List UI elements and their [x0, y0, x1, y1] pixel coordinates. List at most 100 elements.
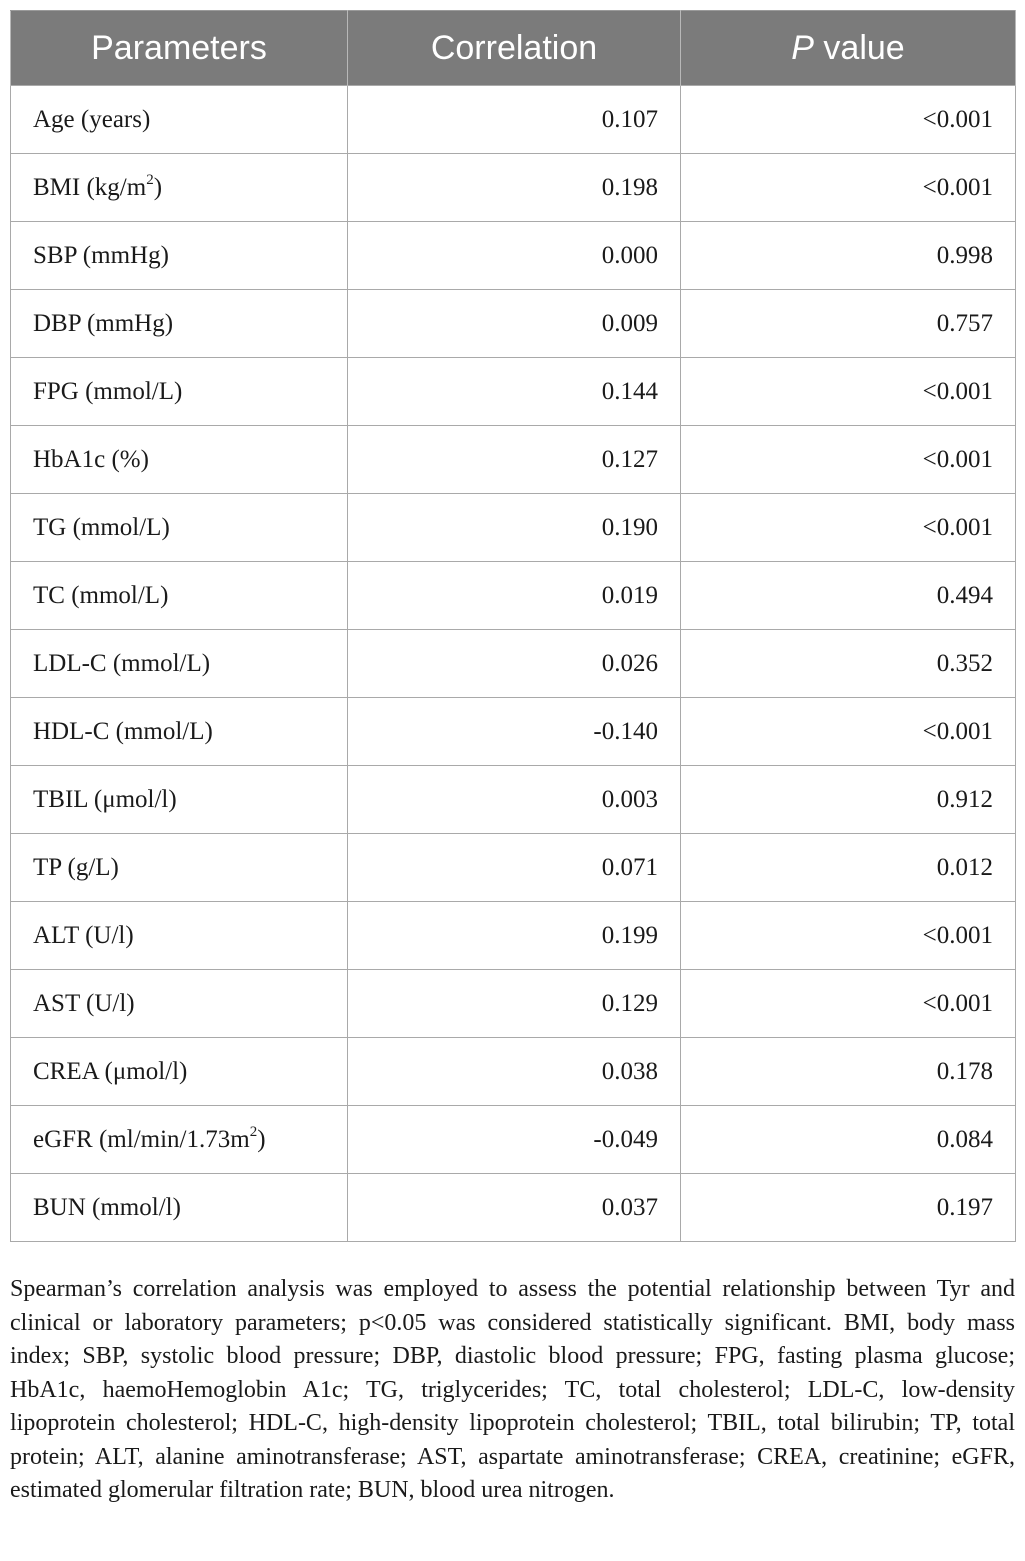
parameter-cell: HDL-C (mmol/L): [10, 697, 348, 766]
parameter-cell: LDL-C (mmol/L): [10, 629, 348, 698]
correlation-cell: 0.198: [347, 153, 681, 222]
correlation-cell: 0.107: [347, 85, 681, 154]
correlation-cell: 0.009: [347, 289, 681, 358]
parameter-label: FPG (mmol/L): [33, 377, 183, 405]
correlation-cell: 0.190: [347, 493, 681, 562]
parameter-cell: FPG (mmol/L): [10, 357, 348, 426]
p-value-cell: <0.001: [680, 357, 1016, 426]
p-value-cell: 0.912: [680, 765, 1016, 834]
header-parameters: Parameters: [10, 10, 348, 86]
table-row: TC (mmol/L) 0.019 0.494: [10, 561, 1016, 630]
table-body: Age (years) 0.107 <0.001 BMI (kg/m2) 0.198 <0…: [10, 85, 1016, 1242]
parameter-cell: SBP (mmHg): [10, 221, 348, 290]
p-value-cell: 0.084: [680, 1105, 1016, 1174]
parameter-cell: AST (U/l): [10, 969, 348, 1038]
parameter-cell: TC (mmol/L): [10, 561, 348, 630]
table-row: AST (U/l) 0.129 <0.001: [10, 969, 1016, 1038]
table-row: FPG (mmol/L) 0.144 <0.001: [10, 357, 1016, 426]
p-value-cell: 0.998: [680, 221, 1016, 290]
correlation-cell: -0.049: [347, 1105, 681, 1174]
p-value-cell: <0.001: [680, 425, 1016, 494]
parameter-cell: BUN (mmol/l): [10, 1173, 348, 1242]
table-row: HbA1c (%) 0.127 <0.001: [10, 425, 1016, 494]
parameter-cell: BMI (kg/m2): [10, 153, 348, 222]
correlation-cell: 0.199: [347, 901, 681, 970]
parameter-label: BUN (mmol/l): [33, 1193, 181, 1221]
correlation-cell: 0.144: [347, 357, 681, 426]
parameter-label: CREA (μmol/l): [33, 1057, 188, 1085]
p-value-cell: <0.001: [680, 493, 1016, 562]
table-row: SBP (mmHg) 0.000 0.998: [10, 221, 1016, 290]
parameter-label: ALT (U/l): [33, 921, 134, 949]
parameter-label: LDL-C (mmol/L): [33, 649, 211, 677]
parameter-label: HbA1c (%): [33, 445, 149, 473]
p-value-cell: <0.001: [680, 85, 1016, 154]
correlation-cell: 0.003: [347, 765, 681, 834]
parameter-superscript: 2: [249, 1123, 258, 1140]
p-value-cell: <0.001: [680, 697, 1016, 766]
parameter-label: DBP (mmHg): [33, 309, 174, 337]
header-row: Parameters Correlation P value: [10, 10, 1016, 86]
header-p-rest: value: [813, 28, 905, 67]
header-correlation: Correlation: [347, 10, 681, 86]
parameter-label: HDL-C (mmol/L): [33, 717, 213, 745]
table-row: ALT (U/l) 0.199 <0.001: [10, 901, 1016, 970]
table-row: BMI (kg/m2) 0.198 <0.001: [10, 153, 1016, 222]
parameter-cell: ALT (U/l): [10, 901, 348, 970]
parameter-cell: TP (g/L): [10, 833, 348, 902]
p-value-cell: 0.352: [680, 629, 1016, 698]
table-row: BUN (mmol/l) 0.037 0.197: [10, 1173, 1016, 1242]
parameter-label-tail: ): [153, 173, 163, 201]
p-value-cell: <0.001: [680, 969, 1016, 1038]
table-row: TBIL (μmol/l) 0.003 0.912: [10, 765, 1016, 834]
table-row: TP (g/L) 0.071 0.012: [10, 833, 1016, 902]
correlation-cell: 0.019: [347, 561, 681, 630]
correlation-cell: -0.140: [347, 697, 681, 766]
parameter-label-tail: ): [257, 1125, 266, 1153]
header-p-value: P value: [680, 10, 1016, 86]
p-value-cell: 0.197: [680, 1173, 1016, 1242]
correlation-cell: 0.071: [347, 833, 681, 902]
table-row: Age (years) 0.107 <0.001: [10, 85, 1016, 154]
table-footnote: Spearman’s correlation analysis was empl…: [10, 1276, 1015, 1503]
correlation-table: Parameters Correlation P value Age (year…: [10, 10, 1016, 1242]
parameter-label: TBIL (μmol/l): [33, 785, 177, 813]
p-value-cell: 0.178: [680, 1037, 1016, 1106]
parameter-label: BMI (kg/m: [33, 173, 147, 201]
correlation-cell: 0.038: [347, 1037, 681, 1106]
parameter-cell: eGFR (ml/min/1.73m2): [10, 1105, 348, 1174]
parameter-label: Age (years): [33, 105, 151, 133]
parameter-label: AST (U/l): [33, 989, 135, 1017]
parameter-label: TC (mmol/L): [33, 581, 169, 609]
table-row: CREA (μmol/l) 0.038 0.178: [10, 1037, 1016, 1106]
table-row: DBP (mmHg) 0.009 0.757: [10, 289, 1016, 358]
correlation-cell: 0.129: [347, 969, 681, 1038]
parameter-cell: TG (mmol/L): [10, 493, 348, 562]
parameter-label: TP (g/L): [33, 853, 119, 881]
parameter-superscript: 2: [146, 171, 154, 188]
parameter-cell: CREA (μmol/l): [10, 1037, 348, 1106]
p-value-cell: 0.757: [680, 289, 1016, 358]
p-value-cell: 0.494: [680, 561, 1016, 630]
correlation-cell: 0.000: [347, 221, 681, 290]
table-row: HDL-C (mmol/L) -0.140 <0.001: [10, 697, 1016, 766]
table-row: TG (mmol/L) 0.190 <0.001: [10, 493, 1016, 562]
correlation-cell: 0.127: [347, 425, 681, 494]
header-p-letter: P: [791, 28, 814, 67]
correlation-cell: 0.037: [347, 1173, 681, 1242]
parameter-label: TG (mmol/L): [33, 513, 170, 541]
table-row: eGFR (ml/min/1.73m2) -0.049 0.084: [10, 1105, 1016, 1174]
p-value-cell: <0.001: [680, 901, 1016, 970]
parameter-cell: TBIL (μmol/l): [10, 765, 348, 834]
p-value-cell: 0.012: [680, 833, 1016, 902]
parameter-cell: HbA1c (%): [10, 425, 348, 494]
correlation-table-container: Parameters Correlation P value Age (year…: [10, 10, 1016, 1242]
table-row: LDL-C (mmol/L) 0.026 0.352: [10, 629, 1016, 698]
table-header: Parameters Correlation P value: [10, 10, 1016, 86]
p-value-cell: <0.001: [680, 153, 1016, 222]
parameter-cell: Age (years): [10, 85, 348, 154]
parameter-label: eGFR (ml/min/1.73m: [33, 1125, 250, 1153]
correlation-cell: 0.026: [347, 629, 681, 698]
parameter-cell: DBP (mmHg): [10, 289, 348, 358]
parameter-label: SBP (mmHg): [33, 241, 169, 269]
